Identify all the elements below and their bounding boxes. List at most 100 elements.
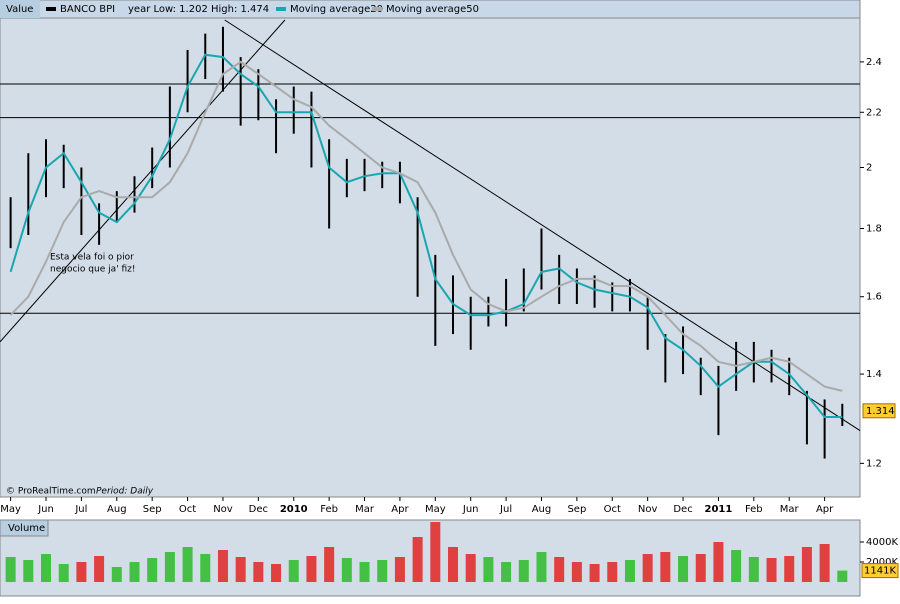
x-tick-label: 2011 bbox=[705, 504, 733, 515]
y-tick-label: 2 bbox=[866, 162, 872, 173]
x-tick-label: Sep bbox=[143, 504, 162, 515]
legend-swatch bbox=[46, 7, 56, 11]
x-tick-label: Aug bbox=[107, 504, 127, 515]
volume-bar bbox=[341, 558, 352, 582]
volume-bar bbox=[253, 562, 264, 582]
volume-bar bbox=[58, 564, 69, 582]
x-tick-label: Jun bbox=[37, 504, 54, 515]
x-tick-label: Mar bbox=[355, 504, 375, 515]
volume-bar bbox=[23, 560, 34, 582]
volume-bar bbox=[111, 567, 122, 582]
x-tick-label: Oct bbox=[604, 504, 621, 515]
volume-tab bbox=[0, 519, 49, 537]
volume-bar bbox=[164, 552, 175, 582]
y-tick-label: 1.6 bbox=[866, 292, 882, 303]
x-tick-label: Nov bbox=[213, 504, 233, 515]
volume-bar bbox=[589, 564, 600, 582]
annotation: Esta vela foi o pior bbox=[50, 253, 134, 263]
x-tick-label: May bbox=[0, 504, 21, 515]
volume-bar bbox=[147, 558, 158, 582]
x-tick-label: Jul bbox=[74, 504, 87, 515]
volume-bar bbox=[306, 556, 317, 582]
x-tick-label: Oct bbox=[179, 504, 196, 515]
x-tick-label: Feb bbox=[745, 504, 763, 515]
volume-bar bbox=[217, 550, 228, 582]
volume-bar bbox=[819, 544, 830, 582]
legend-entry: BANCO BPI bbox=[60, 4, 115, 15]
legend-entry: Moving average20 bbox=[290, 4, 383, 15]
header-label: Value bbox=[6, 4, 33, 15]
volume-bar bbox=[288, 560, 299, 582]
volume-bar bbox=[713, 542, 724, 582]
volume-bar bbox=[642, 554, 653, 582]
volume-bar bbox=[324, 547, 335, 582]
moving-average-line bbox=[9, 60, 843, 392]
volume-bar bbox=[394, 557, 405, 582]
x-tick-label: Jun bbox=[462, 504, 479, 515]
y-tick-label: 2.4 bbox=[866, 57, 882, 68]
y-tick-label: 2000K bbox=[866, 557, 898, 568]
volume-bar bbox=[678, 556, 689, 582]
y-tick-label: 4000K bbox=[866, 537, 898, 548]
volume-bar bbox=[430, 522, 441, 582]
volume-bar bbox=[200, 554, 211, 582]
trend-line bbox=[0, 19, 286, 343]
header-bar bbox=[0, 0, 861, 19]
legend-swatch bbox=[276, 7, 286, 11]
legend-swatch bbox=[372, 7, 382, 11]
volume-bar bbox=[660, 552, 671, 582]
volume-bar bbox=[448, 547, 459, 582]
volume-bar bbox=[76, 562, 87, 582]
last-volume-label: 1141K bbox=[864, 566, 896, 577]
volume-bar bbox=[94, 556, 105, 582]
value-tab bbox=[0, 0, 40, 18]
volume-bar bbox=[235, 557, 246, 582]
x-tick-label: Nov bbox=[638, 504, 658, 515]
last-price-box bbox=[862, 403, 896, 419]
volume-bar bbox=[129, 562, 140, 582]
volume-bar bbox=[837, 570, 848, 582]
volume-bar bbox=[518, 560, 529, 582]
x-tick-label: Feb bbox=[320, 504, 338, 515]
moving-average-line bbox=[9, 53, 843, 418]
volume-bar bbox=[607, 562, 618, 582]
x-tick-label: Mar bbox=[780, 504, 800, 515]
volume-bar bbox=[571, 562, 582, 582]
volume-bar bbox=[731, 550, 742, 582]
volume-bar bbox=[554, 557, 565, 582]
x-tick-label: 2010 bbox=[280, 504, 308, 515]
volume-bar bbox=[271, 564, 282, 582]
volume-bar bbox=[624, 560, 635, 582]
volume-bar bbox=[801, 547, 812, 582]
x-tick-label: May bbox=[425, 504, 446, 515]
volume-bar bbox=[412, 537, 423, 582]
x-tick-label: Aug bbox=[532, 504, 552, 515]
footer-source: © ProRealTime.com bbox=[6, 487, 96, 497]
x-tick-label: Dec bbox=[673, 504, 692, 515]
volume-bar bbox=[695, 554, 706, 582]
volume-bar bbox=[377, 560, 388, 582]
footer-period: Period: Daily bbox=[96, 487, 154, 497]
volume-bar bbox=[182, 547, 193, 582]
x-tick-label: Dec bbox=[249, 504, 268, 515]
y-tick-label: 2.2 bbox=[866, 107, 882, 118]
x-tick-label: Sep bbox=[567, 504, 586, 515]
volume-plot bbox=[0, 519, 861, 597]
last-volume-box bbox=[861, 563, 899, 579]
volume-bar bbox=[483, 557, 494, 582]
volume-bar bbox=[536, 552, 547, 582]
volume-bar bbox=[359, 562, 370, 582]
volume-bar bbox=[5, 557, 16, 582]
volume-bar bbox=[41, 554, 52, 582]
last-price-label: 1.314 bbox=[866, 406, 895, 417]
x-tick-label: Apr bbox=[816, 504, 834, 515]
volume-bar bbox=[784, 556, 795, 582]
y-tick-label: 1.8 bbox=[866, 224, 882, 235]
x-tick-label: Jul bbox=[499, 504, 512, 515]
y-tick-label: 1.2 bbox=[866, 458, 882, 469]
volume-bar bbox=[501, 562, 512, 582]
volume-bar bbox=[766, 558, 777, 582]
y-tick-label: 1.4 bbox=[866, 369, 882, 380]
x-tick-label: Apr bbox=[391, 504, 409, 515]
